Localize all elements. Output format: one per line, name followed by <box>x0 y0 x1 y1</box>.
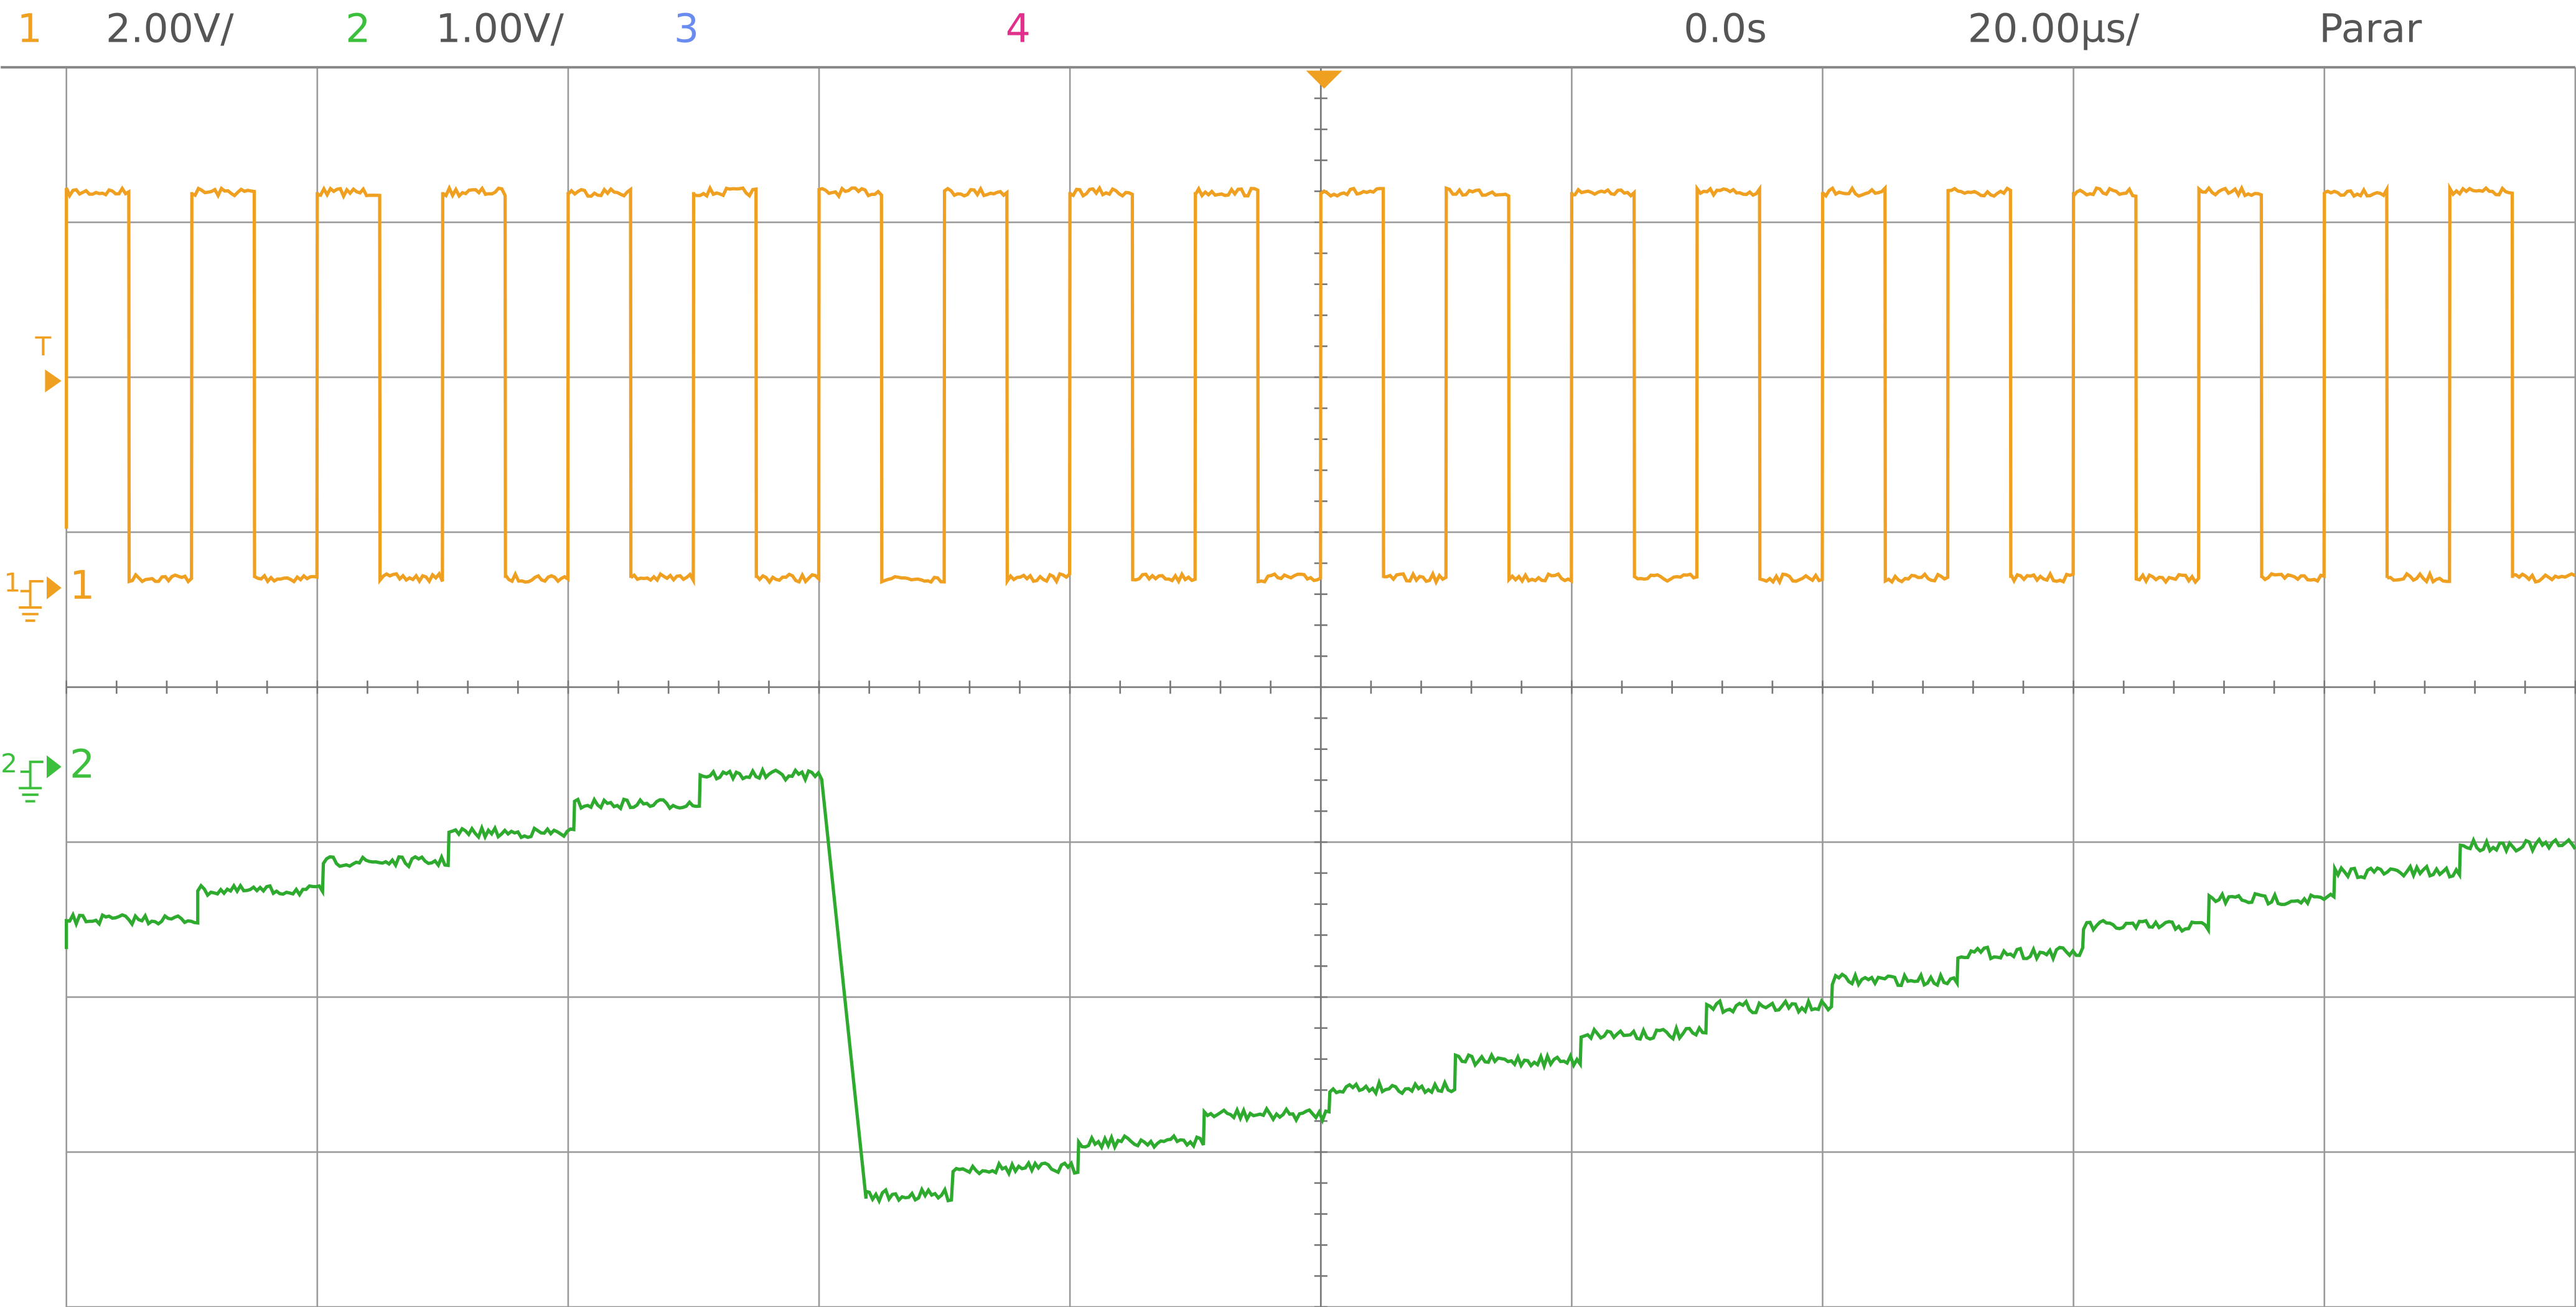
ch2-ground-marker: 2 2 <box>1 741 95 803</box>
ch2-label: 2 <box>345 6 370 52</box>
run-state[interactable]: Parar <box>2319 6 2422 52</box>
trigger-position-marker <box>1306 70 1342 89</box>
ch4-label: 4 <box>1006 6 1031 52</box>
ch2-scale: 1.00V/ <box>436 6 564 52</box>
ch3-label: 3 <box>674 6 699 52</box>
traces <box>65 182 2576 1206</box>
ch2-marker: 2 <box>70 741 95 787</box>
ch1-label: 1 <box>17 6 42 52</box>
ch1-scale: 2.00V/ <box>106 6 234 52</box>
ch2-marker-small: 2 <box>1 748 17 779</box>
time-offset: 0.0s <box>1684 6 1767 52</box>
trigger-marker: T <box>35 331 52 362</box>
ch1-ground-marker: 1 1 <box>4 562 95 622</box>
time-scale: 20.00µs/ <box>1968 6 2140 52</box>
ch1-marker-small: 1 <box>4 568 21 598</box>
ch2-trace <box>65 766 2576 1206</box>
ch1-trace <box>65 182 2576 587</box>
ch1-marker: 1 <box>70 562 95 608</box>
trigger-arrow <box>45 369 62 393</box>
